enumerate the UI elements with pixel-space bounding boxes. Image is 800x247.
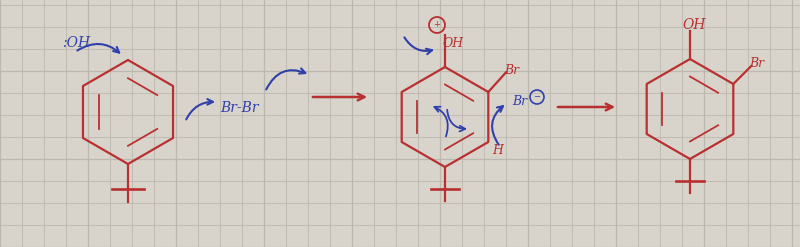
Text: Br: Br: [750, 57, 765, 70]
Text: :OH: :OH: [62, 36, 90, 50]
Text: Br: Br: [504, 64, 519, 77]
Text: H: H: [492, 144, 503, 157]
Text: Br-Br: Br-Br: [220, 101, 258, 115]
Text: OH: OH: [682, 18, 706, 32]
Text: Br: Br: [512, 95, 527, 108]
Text: +: +: [434, 21, 441, 29]
Text: OH: OH: [443, 37, 464, 50]
Text: −: −: [534, 92, 541, 102]
